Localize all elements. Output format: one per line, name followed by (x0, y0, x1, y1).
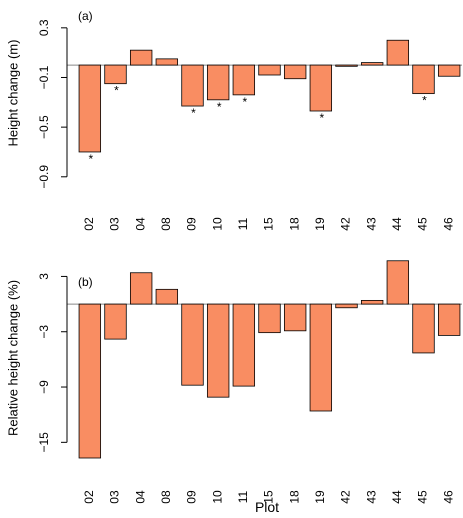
x-tick-label-02: 02 (82, 490, 96, 504)
bar-18 (283, 303, 307, 332)
x-tick-label-04: 04 (133, 490, 147, 504)
x-tick-label-15: 15 (262, 490, 276, 504)
bar-08 (155, 288, 179, 305)
x-tick-label-09: 09 (185, 490, 199, 504)
x-axis-label: Plot (255, 499, 279, 515)
x-tick-label-45: 45 (416, 217, 430, 231)
significance-mark-02: * (88, 152, 93, 166)
x-tick-label-10: 10 (210, 217, 224, 231)
x-tick-label-44: 44 (390, 490, 404, 504)
panel-label: (a) (78, 9, 93, 23)
significance-mark-10: * (217, 100, 222, 114)
x-tick-label-18: 18 (287, 217, 301, 231)
panel-height-change: 02 * 03 * 04 08 09 * 10 * 11 * 15 18 19 * 42 43 44 45 * 46 0.3… (5, 9, 462, 231)
x-tick-label-10: 10 (210, 490, 224, 504)
x-tick-label-18: 18 (287, 490, 301, 504)
bar-44 (386, 39, 410, 66)
bar-42 (335, 303, 358, 309)
y-tick-label: 3 (37, 273, 51, 280)
significance-mark-19: * (319, 111, 324, 125)
x-tick-label-42: 42 (339, 490, 353, 504)
x-tick-label-02: 02 (82, 217, 96, 231)
bar-18 (283, 64, 307, 80)
x-tick-label-11: 11 (236, 490, 250, 503)
bar-02 (78, 64, 102, 153)
y-tick-label: −0.9 (37, 165, 51, 189)
y-axis-label: Height change (m) (5, 40, 20, 147)
bar-09 (181, 303, 204, 386)
significance-mark-45: * (422, 94, 427, 108)
y-tick-label: 0.3 (37, 19, 51, 36)
bar-11 (232, 303, 256, 387)
bar-44 (386, 260, 410, 305)
bar-08 (155, 58, 179, 66)
x-tick-label-11: 11 (236, 217, 250, 230)
bar-04 (129, 272, 153, 305)
bar-09 (181, 64, 204, 107)
panel-relative-height-change: 02 03 04 08 09 10 11 15 18 19 42 43 44 45 46 3 −3 −9 −15 (b… (5, 260, 462, 504)
x-tick-label-04: 04 (133, 217, 147, 231)
y-axis-label: Relative height change (%) (5, 280, 20, 436)
bar-10 (206, 64, 230, 101)
x-tick-label-08: 08 (159, 490, 173, 504)
significance-mark-11: * (242, 95, 247, 109)
y-tick-label: −15 (37, 432, 51, 453)
x-tick-label-03: 03 (108, 217, 122, 231)
x-tick-label-43: 43 (364, 490, 378, 504)
x-tick-label-08: 08 (159, 217, 173, 231)
x-tick-label-42: 42 (339, 217, 353, 231)
bar-04 (129, 49, 153, 66)
bar-11 (232, 64, 256, 96)
bar-43 (360, 299, 384, 305)
x-tick-label-46: 46 (441, 490, 455, 504)
bar-10 (206, 303, 230, 398)
x-tick-label-46: 46 (441, 217, 455, 231)
y-tick-label: −3 (37, 325, 51, 339)
x-tick-label-44: 44 (390, 217, 404, 231)
bar-19 (309, 64, 333, 112)
x-tick-label-19: 19 (313, 217, 327, 231)
bar-45 (412, 64, 435, 95)
x-tick-label-45: 45 (416, 490, 430, 504)
panel-label: (b) (78, 275, 93, 289)
significance-mark-03: * (114, 84, 119, 98)
x-tick-label-43: 43 (364, 217, 378, 231)
bar-43 (360, 62, 384, 66)
y-tick-label: −0.5 (37, 115, 51, 139)
bar-03 (104, 64, 127, 85)
bar-03 (104, 303, 127, 340)
y-tick-label: −0.1 (37, 65, 51, 89)
bar-46 (437, 303, 461, 336)
bar-46 (437, 64, 461, 77)
bar-15 (258, 303, 281, 334)
bar-15 (258, 64, 281, 76)
x-tick-label-03: 03 (108, 490, 122, 504)
bar-45 (412, 303, 435, 354)
bar-19 (309, 303, 333, 412)
x-tick-label-19: 19 (313, 490, 327, 504)
y-tick-label: −9 (37, 380, 51, 394)
bar-42 (335, 64, 358, 67)
x-tick-label-09: 09 (185, 217, 199, 231)
significance-mark-09: * (191, 106, 196, 120)
x-tick-label-15: 15 (262, 217, 276, 231)
bar-02 (78, 303, 102, 459)
